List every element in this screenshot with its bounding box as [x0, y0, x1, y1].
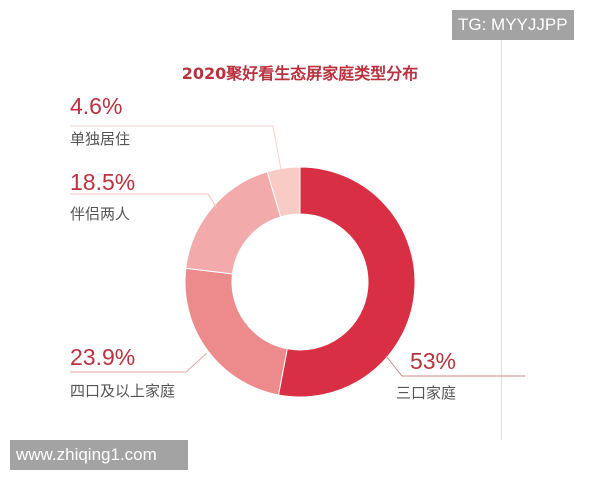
leader-line-living-alone	[70, 125, 282, 171]
slice-value-four-plus: 23.9%	[70, 344, 136, 370]
chart-title: 2020聚好看生态屏家庭类型分布	[181, 64, 419, 83]
watermark-top: TG: MYYJJPP	[452, 10, 574, 40]
slice-value-living-alone: 4.6%	[70, 93, 123, 119]
slice-living-alone	[266, 166, 301, 218]
watermark-bottom: www.zhiqing1.com	[10, 440, 188, 470]
slice-value-couple: 18.5%	[70, 169, 136, 195]
leader-line-three-person	[385, 355, 525, 377]
slice-label-four-plus: 四口及以上家庭	[70, 382, 176, 400]
slice-couple	[185, 171, 282, 275]
slice-value-three-person: 53%	[409, 348, 456, 374]
slice-four-plus	[184, 267, 288, 396]
slice-label-living-alone: 单独居住	[70, 130, 131, 148]
divider-line	[501, 40, 502, 440]
leader-line-couple	[70, 193, 218, 209]
slice-three-person	[277, 166, 416, 398]
leader-line-four-plus	[70, 352, 208, 373]
slice-label-three-person: 三口家庭	[395, 384, 456, 402]
slice-label-couple: 伴侣两人	[70, 205, 131, 223]
